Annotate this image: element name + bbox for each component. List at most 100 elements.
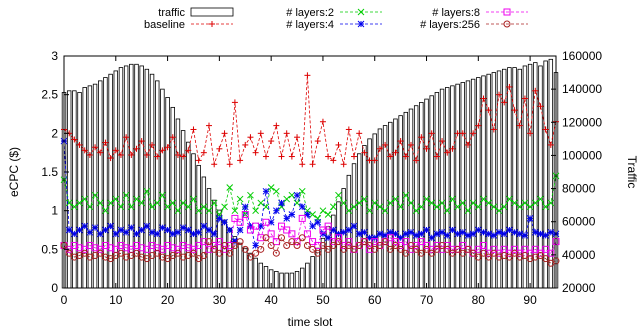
data-point <box>107 255 115 263</box>
data-point <box>76 226 83 234</box>
data-point <box>92 144 99 151</box>
data-point <box>288 230 296 238</box>
data-point <box>298 234 306 242</box>
data-point <box>293 241 301 249</box>
axes-ticks: 0 10 20 30 40 50 60 70 80 90 0 0.5 1 1.5 2 2.5 3 20000 400… <box>41 49 602 307</box>
data-point <box>371 245 379 253</box>
data-point <box>511 249 519 257</box>
data-point <box>138 138 145 145</box>
data-point <box>536 252 544 260</box>
data-point <box>97 149 104 156</box>
data-point <box>117 249 125 257</box>
data-point <box>96 245 104 253</box>
data-point <box>153 249 161 257</box>
x-tick-label: 80 <box>472 293 486 307</box>
traffic-box <box>103 77 108 289</box>
legend-swatch <box>190 7 234 17</box>
traffic-box <box>155 80 160 289</box>
data-point <box>376 241 384 249</box>
data-point <box>257 199 265 207</box>
traffic-box <box>455 83 460 289</box>
data-point <box>340 199 348 207</box>
data-point <box>335 191 342 199</box>
data-point <box>329 241 337 249</box>
data-point <box>516 230 524 238</box>
x-tick-label: 90 <box>523 293 537 307</box>
data-point <box>355 199 363 207</box>
data-point <box>438 199 446 207</box>
data-point <box>469 249 477 257</box>
data-point <box>490 126 497 133</box>
data-point <box>417 203 425 211</box>
data-point <box>133 249 141 257</box>
y2-tick-label: 60000 <box>562 215 596 229</box>
data-point <box>474 245 482 253</box>
data-point <box>314 138 321 145</box>
data-point <box>485 230 493 238</box>
data-point <box>200 252 208 260</box>
data-point <box>376 203 384 211</box>
data-point <box>112 230 120 238</box>
y2-tick-label: 160000 <box>562 49 602 63</box>
data-point <box>86 151 93 158</box>
data-point <box>480 228 487 236</box>
data-point <box>511 107 518 114</box>
data-point <box>309 211 316 218</box>
data-point <box>262 187 270 195</box>
data-point <box>210 199 218 207</box>
traffic-box <box>284 272 289 289</box>
data-point <box>211 161 218 168</box>
data-point <box>314 249 322 257</box>
data-point <box>537 195 544 203</box>
data-point <box>159 147 166 154</box>
data-point <box>386 245 394 253</box>
data-point <box>324 211 332 218</box>
data-point <box>133 195 140 203</box>
data-point <box>386 234 394 242</box>
data-point <box>200 203 208 211</box>
data-point <box>226 241 234 249</box>
data-point <box>252 242 259 249</box>
traffic-box <box>248 252 253 289</box>
data-point <box>267 184 275 191</box>
legend-entry: # layers:8 <box>432 7 528 19</box>
data-point <box>500 230 508 238</box>
data-point <box>257 234 265 242</box>
legend-label: baseline <box>144 19 185 31</box>
data-point <box>474 253 482 261</box>
y2-tick-label: 100000 <box>562 148 602 162</box>
data-point <box>205 207 213 215</box>
data-point <box>272 207 280 215</box>
data-point <box>371 238 379 246</box>
data-point <box>148 228 156 236</box>
data-point <box>107 222 114 230</box>
data-point <box>143 222 151 230</box>
data-point <box>542 232 549 239</box>
data-point <box>511 199 518 207</box>
data-point <box>449 145 456 152</box>
data-point <box>215 249 223 257</box>
data-point <box>521 252 529 260</box>
data-point <box>547 199 555 207</box>
data-point <box>190 230 197 238</box>
data-point <box>521 95 528 102</box>
legend-entry: # layers:256 <box>420 19 528 31</box>
x-axis-label: time slot <box>288 315 333 329</box>
data-point <box>123 134 130 141</box>
data-point <box>164 203 171 211</box>
data-point <box>294 134 301 141</box>
data-point <box>531 228 539 236</box>
legend-label: # layers:256 <box>420 19 480 31</box>
data-point <box>159 191 166 199</box>
series-line <box>63 213 557 254</box>
data-point <box>122 244 130 252</box>
data-point <box>143 255 151 263</box>
data-point <box>190 126 197 133</box>
data-point <box>469 199 477 207</box>
data-point <box>288 153 295 160</box>
data-point <box>423 226 430 234</box>
traffic-box <box>222 219 227 289</box>
data-point <box>418 134 425 141</box>
data-point <box>169 244 177 252</box>
data-point <box>231 207 239 215</box>
